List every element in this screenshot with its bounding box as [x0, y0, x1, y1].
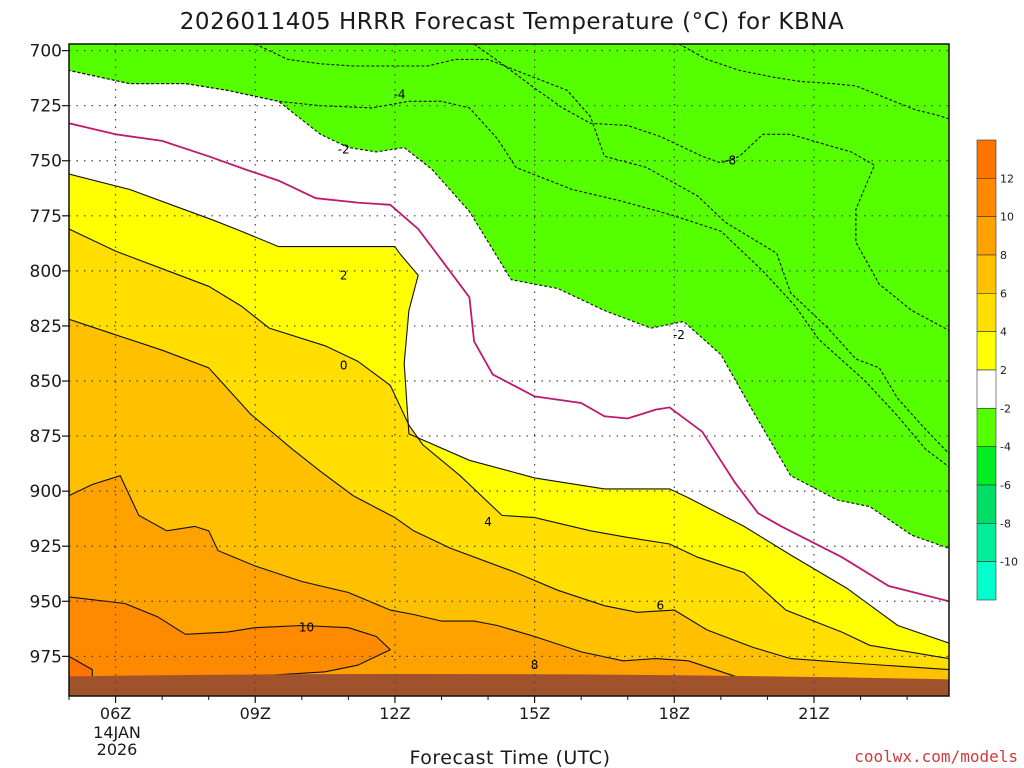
y-tick-label: 875 — [30, 427, 62, 447]
colorbar-label: 4 — [1000, 326, 1007, 339]
colorbar-swatch--2 — [976, 369, 997, 409]
contour-line-6 — [69, 318, 949, 671]
contour-line--6 — [254, 44, 949, 455]
x-tick-label: 09Z — [240, 704, 271, 723]
fill-region-10 — [69, 596, 391, 696]
colorbar-label: -2 — [1000, 402, 1011, 415]
chart-title: 2026011405 HRRR Forecast Temperature (°C… — [180, 9, 844, 35]
contour-line-8 — [69, 475, 949, 695]
colorbar-label: -8 — [1000, 517, 1011, 530]
contour-label: 10 — [299, 621, 314, 635]
ground-fill — [69, 673, 949, 696]
colorbar-label: -10 — [1000, 556, 1018, 569]
colorbar-swatch--12 — [976, 561, 997, 601]
y-tick-label: 950 — [30, 592, 62, 612]
colorbar-label: 10 — [1000, 211, 1014, 224]
y-tick-label: 725 — [30, 97, 62, 117]
x-tick-label: 18Z — [659, 704, 690, 723]
contour-labels: -4 -2 -8 2 0 -2 4 6 10 8 — [299, 88, 736, 673]
y-axis: 700 725 750 775 800 825 850 875 900 925 950 975 — [30, 42, 69, 667]
contour-line--2 — [69, 44, 949, 549]
source-credit: coolwx.com/models — [854, 747, 1018, 766]
ground-surface — [69, 673, 949, 696]
colorbar-swatch-4 — [976, 293, 997, 332]
contour-line--10 — [678, 44, 949, 120]
y-tick-label: 775 — [30, 207, 62, 227]
colorbar-label: -4 — [1000, 441, 1011, 454]
y-tick-label: 850 — [30, 372, 62, 392]
colorbar-label: 8 — [1000, 249, 1007, 262]
colorbar-label: 12 — [1000, 172, 1014, 185]
y-tick-label: 925 — [30, 537, 62, 557]
y-tick-label: 700 — [30, 42, 62, 62]
contour-line-2 — [69, 173, 949, 644]
colorbar-swatch--4 — [976, 408, 997, 447]
x-tick-label: 06Z — [100, 704, 131, 723]
y-tick-label: 900 — [30, 482, 62, 502]
y-tick-label: 750 — [30, 152, 62, 172]
contour-label: -2 — [338, 143, 350, 157]
colorbar-swatch--10 — [976, 523, 997, 562]
colorbar-swatch-10 — [976, 178, 997, 217]
colorbar-swatch--6 — [976, 446, 997, 486]
x-date-label: 14JAN — [93, 723, 141, 742]
contour-label: -4 — [394, 88, 406, 102]
contour-label: 0 — [340, 359, 348, 373]
x-tick-label: 15Z — [519, 704, 550, 723]
x-axis-title: Forecast Time (UTC) — [410, 747, 611, 768]
x-tick-label: 12Z — [379, 704, 410, 723]
y-tick-label: 975 — [30, 647, 62, 667]
contour-lines — [69, 44, 949, 695]
temperature-fills — [69, 44, 949, 696]
x-tick-label: 21Z — [798, 704, 829, 723]
freezing-line — [69, 122, 949, 603]
y-tick-label: 825 — [30, 317, 62, 337]
contour-line-4 — [69, 228, 949, 660]
plot-border — [68, 43, 950, 697]
colorbar: 12 10 8 6 4 2 -2 -4 -6 -8 -10 — [976, 139, 1018, 601]
colorbar-label: 2 — [1000, 364, 1007, 377]
contour-label: 2 — [340, 268, 348, 282]
y-tick-label: 800 — [30, 262, 62, 282]
plot-frame — [68, 43, 950, 697]
colorbar-swatch--8 — [976, 484, 997, 524]
contour-label: -2 — [673, 328, 685, 342]
contour-label: 6 — [657, 599, 665, 613]
contour-label: 4 — [484, 515, 492, 529]
colorbar-label: -6 — [1000, 479, 1011, 492]
x-axis: 06Z 09Z 12Z 15Z 18Z 21Z — [68, 696, 908, 723]
zero-degree-line — [69, 122, 949, 603]
contour-label: 8 — [531, 658, 539, 672]
contour-label: -8 — [724, 154, 736, 168]
colorbar-swatch-6 — [976, 254, 997, 294]
colorbar-swatch-2 — [976, 331, 997, 371]
x-year-label: 2026 — [97, 740, 138, 759]
colorbar-label: 6 — [1000, 287, 1007, 300]
colorbar-swatch-8 — [976, 216, 997, 256]
colorbar-swatch-12 — [976, 139, 997, 179]
fill-region--2 — [69, 44, 949, 549]
